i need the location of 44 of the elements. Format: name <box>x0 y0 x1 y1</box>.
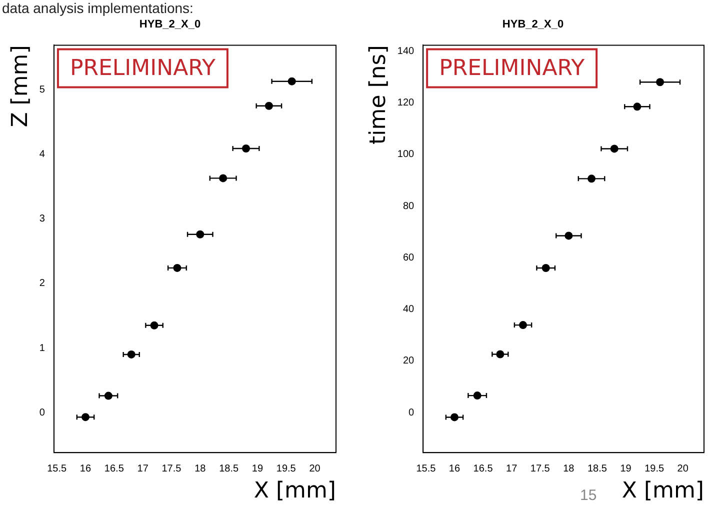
y-axis-title: Z [mm] <box>8 45 33 128</box>
x-tick-label: 17 <box>137 463 149 474</box>
x-tick-label: 17.5 <box>162 463 182 474</box>
x-tick-label: 20 <box>677 463 689 474</box>
x-tick-label: 19 <box>620 463 632 474</box>
y-tick-label: 120 <box>397 98 415 109</box>
x-tick-label: 17.5 <box>530 463 550 474</box>
chart-title: HYB_2_X_0 <box>139 18 201 31</box>
y-tick-label: 0 <box>39 407 46 418</box>
annotation: PRELIMINARY <box>439 56 586 81</box>
y-axis-title: time [ns] <box>366 45 391 144</box>
annotation: PRELIMINARY <box>70 56 216 81</box>
x-tick-label: 19.5 <box>644 463 664 474</box>
x-tick-label: 18 <box>563 463 575 474</box>
y-tick-label: 4 <box>39 149 46 160</box>
x-tick-label: 15.5 <box>416 463 436 474</box>
y-tick-label: 1 <box>39 342 46 354</box>
y-tick-label: 5 <box>39 84 46 96</box>
x-tick-label: 20 <box>309 463 321 474</box>
x-tick-label: 17 <box>506 463 518 474</box>
y-tick-label: 0 <box>408 407 415 418</box>
x-tick-label: 19.5 <box>276 463 296 474</box>
x-axis-title: X [mm] <box>622 478 704 504</box>
text: 15 <box>580 487 597 504</box>
y-tick-label: 60 <box>402 252 415 264</box>
x-tick-label: 16 <box>448 463 460 474</box>
x-axis-title: X [mm] <box>254 478 336 504</box>
text: data analysis implementations: <box>2 0 194 16</box>
y-tick-label: 40 <box>402 304 415 316</box>
y-tick-label: 100 <box>397 149 415 160</box>
x-tick-label: 19 <box>252 463 264 474</box>
x-tick-label: 18.5 <box>219 463 239 474</box>
x-tick-label: 18.5 <box>587 463 608 474</box>
y-tick-label: 80 <box>402 200 415 212</box>
y-tick-label: 2 <box>39 278 46 290</box>
x-tick-label: 18 <box>194 463 206 474</box>
x-tick-label: 15.5 <box>47 463 67 474</box>
y-tick-label: 20 <box>402 356 415 367</box>
x-tick-label: 16 <box>80 463 92 474</box>
x-tick-label: 16.5 <box>104 463 124 474</box>
chart-title: HYB_2_X_0 <box>502 18 564 31</box>
x-tick-label: 16.5 <box>473 463 494 474</box>
y-tick-label: 3 <box>39 214 46 225</box>
y-tick-label: 140 <box>397 46 415 57</box>
